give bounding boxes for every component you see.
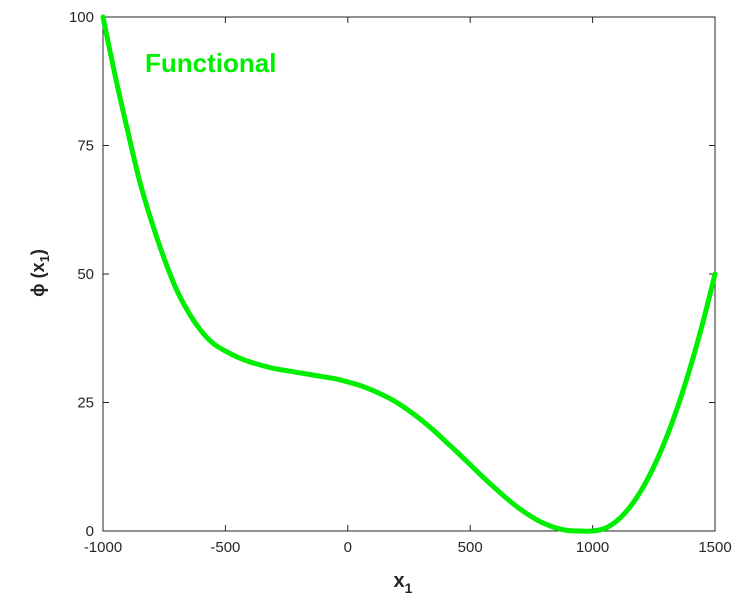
series-line-functional [100,14,718,534]
y-label-end: ) [28,249,48,255]
x-axis-label: x1 [394,570,413,594]
y-tick-label: 50 [77,266,94,283]
y-label-sub: 1 [37,255,52,262]
x-label-main: x [394,570,405,592]
y-tick-label: 100 [69,9,94,26]
annotation-functional: Functional [145,48,276,78]
plot-area: -1000 -500 0 500 1000 1500 0 25 50 75 100 Function… [69,9,732,556]
axis-ticks: -1000 -500 0 500 1000 1500 0 25 50 75 100 [69,9,732,556]
y-tick-label: 0 [86,523,94,540]
x-tick-label: 1500 [698,539,731,556]
x-tick-label: 500 [458,539,483,556]
x-tick-label: -500 [210,539,240,556]
y-tick-label: 75 [77,138,94,155]
x-tick-label: -1000 [84,539,122,556]
x-label-sub: 1 [405,580,413,594]
y-tick-label: 25 [77,395,94,412]
y-axis-label: ϕ (x1) [28,249,52,297]
x-tick-label: 0 [344,539,352,556]
y-label-main: ϕ (x [28,262,48,297]
x-tick-label: 1000 [576,539,609,556]
axes-box [102,16,716,532]
